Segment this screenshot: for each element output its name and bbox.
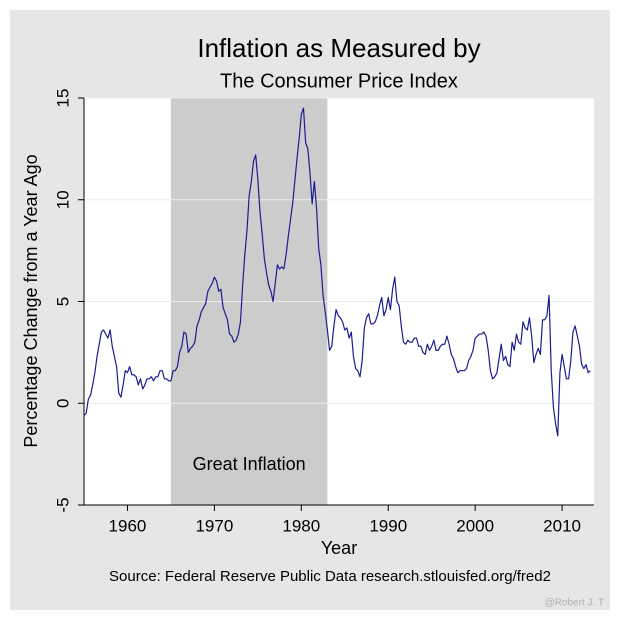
y-tick-label: 5 (53, 297, 72, 306)
x-tick-label: 1970 (195, 516, 233, 535)
x-axis-label: Year (321, 538, 357, 558)
x-tick-label: 2010 (543, 516, 581, 535)
chart-title: Inflation as Measured by (197, 33, 480, 63)
x-tick-label: 1990 (369, 516, 407, 535)
watermark: @Robert J. T (545, 598, 604, 609)
y-tick-label: 10 (53, 190, 72, 209)
y-tick-label: -5 (53, 497, 72, 512)
plot: Great Inflation -5 0 5 10 15 1960 1970 1980 1990 2… (53, 89, 594, 535)
y-axis-label: Percentage Change from a Year Ago (21, 154, 41, 447)
region-label: Great Inflation (193, 454, 306, 474)
x-tick-label: 1980 (282, 516, 320, 535)
chart-subtitle: The Consumer Price Index (220, 70, 458, 92)
y-tick-label: 0 (53, 399, 72, 408)
x-tick-label: 2000 (456, 516, 494, 535)
source-note: Source: Federal Reserve Public Data rese… (109, 568, 551, 585)
data-line (83, 107, 591, 437)
y-tick-label: 15 (53, 89, 72, 108)
x-tick-label: 1960 (109, 516, 147, 535)
